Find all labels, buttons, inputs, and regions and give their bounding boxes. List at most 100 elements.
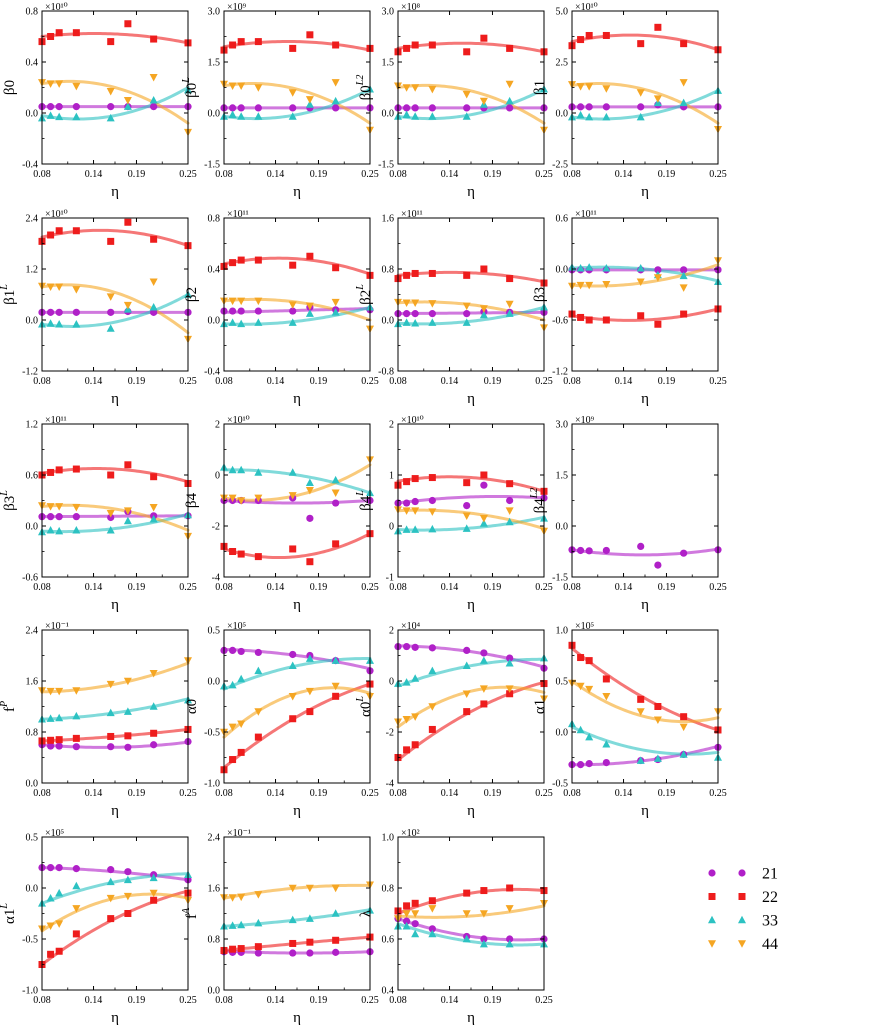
data-point-44 xyxy=(305,96,314,104)
data-point-21 xyxy=(654,561,662,569)
data-point-21 xyxy=(237,307,245,315)
data-point-44 xyxy=(254,891,263,899)
data-point-22 xyxy=(229,756,237,764)
data-point-44 xyxy=(331,489,340,498)
fit-curve-44 xyxy=(396,300,546,322)
legend-marker-44 xyxy=(738,940,746,948)
data-point-22 xyxy=(577,313,585,321)
fit-curve-21 xyxy=(396,917,546,942)
y-tick-label: 1.6 xyxy=(26,677,39,688)
y-axis-label-sup: P xyxy=(0,701,10,708)
fit-curve-44 xyxy=(222,686,372,739)
data-point-22 xyxy=(463,708,471,716)
data-point-22 xyxy=(411,899,419,907)
data-point-21 xyxy=(576,546,585,555)
x-tick-label: 0.14 xyxy=(615,376,633,387)
data-point-44 xyxy=(679,723,688,732)
data-point-44 xyxy=(462,91,471,99)
data-point-22 xyxy=(254,553,262,561)
data-point-21 xyxy=(637,103,645,111)
y-tick-label: 0.0 xyxy=(208,677,221,688)
y-tick-label: -1.2 xyxy=(22,367,38,378)
data-point-33 xyxy=(402,922,411,930)
fit-curve-22 xyxy=(396,887,546,915)
data-point-44 xyxy=(123,677,132,686)
x-axis-label: η xyxy=(641,391,649,407)
data-point-44 xyxy=(505,80,514,89)
exponent-label: ×10² xyxy=(401,828,420,839)
data-point-33 xyxy=(55,713,64,722)
x-axis-label: η xyxy=(467,803,475,819)
data-point-33 xyxy=(331,308,340,316)
y-tick-label: 0 xyxy=(389,677,394,688)
data-point-44 xyxy=(55,920,64,928)
exponent-label: ×10⁹ xyxy=(575,415,595,426)
data-point-21 xyxy=(72,743,80,751)
x-tick-label: 0.19 xyxy=(310,376,328,387)
data-point-44 xyxy=(123,892,132,901)
fit-curve-44 xyxy=(570,263,720,288)
fit-curve-33 xyxy=(222,468,372,495)
exponent-label: ×10¹¹ xyxy=(227,209,249,220)
fit-curve-44 xyxy=(222,463,372,502)
data-point-33 xyxy=(254,112,263,120)
data-point-44 xyxy=(428,703,437,711)
x-tick-label: 0.14 xyxy=(615,169,633,180)
data-point-22 xyxy=(229,259,237,267)
y-tick-label: 0.5 xyxy=(26,833,39,844)
data-point-33 xyxy=(331,475,340,484)
x-tick-label: 0.14 xyxy=(85,788,103,799)
data-point-44 xyxy=(55,80,64,88)
subplot-13: 0.08 0.14 0.19 0.25 0.0 0.8 1.6 2.4 ×10⁻¹ η fP xyxy=(0,621,197,819)
data-point-44 xyxy=(237,720,246,729)
data-point-22 xyxy=(237,256,245,264)
data-point-22 xyxy=(506,884,514,892)
data-point-33 xyxy=(288,318,297,326)
data-point-22 xyxy=(480,700,488,708)
y-tick-label: 0.4 xyxy=(208,265,221,276)
data-point-22 xyxy=(55,466,63,474)
data-point-33 xyxy=(505,309,514,317)
fit-curve-44 xyxy=(40,79,190,125)
y-tick-label: 0.5 xyxy=(208,626,221,637)
data-point-22 xyxy=(680,40,688,48)
y-tick-label: 0.0 xyxy=(26,884,39,895)
data-point-22 xyxy=(506,44,514,52)
data-point-21 xyxy=(55,864,63,872)
x-tick-label: 0.19 xyxy=(128,582,146,593)
data-point-22 xyxy=(107,237,115,245)
data-point-44 xyxy=(55,687,64,696)
data-point-44 xyxy=(123,96,132,105)
y-tick-label: -4 xyxy=(212,573,220,584)
data-point-22 xyxy=(55,29,63,37)
y-tick-label: 1.5 xyxy=(208,58,221,69)
fit-curve-33 xyxy=(570,725,720,756)
data-point-21 xyxy=(654,266,662,274)
data-point-21 xyxy=(680,549,688,557)
data-point-21 xyxy=(480,935,488,943)
data-point-22 xyxy=(480,34,488,42)
x-tick-label: 0.14 xyxy=(267,788,285,799)
y-tick-label: 0.0 xyxy=(556,522,569,533)
data-point-33 xyxy=(72,881,81,890)
subplot-18: 0.08 0.14 0.19 0.25 0.0 0.8 1.6 2.4 ×10⁻¹ η fA xyxy=(181,828,379,1026)
data-point-33 xyxy=(46,319,55,327)
data-point-33 xyxy=(679,750,688,758)
data-point-21 xyxy=(506,104,514,112)
data-point-44 xyxy=(106,509,115,518)
x-tick-label: 0.25 xyxy=(535,995,553,1006)
fit-curve-22 xyxy=(222,39,372,52)
y-axis-label: β2 xyxy=(184,287,200,302)
data-point-33 xyxy=(636,112,645,121)
data-point-22 xyxy=(506,690,514,698)
data-point-44 xyxy=(254,297,263,306)
data-point-44 xyxy=(228,723,237,732)
y-axis-label-main: β3 xyxy=(2,496,18,511)
x-tick-label: 0.25 xyxy=(709,376,727,387)
data-point-33 xyxy=(462,318,471,326)
data-point-22 xyxy=(229,945,237,953)
y-tick-label: 1.2 xyxy=(26,420,39,431)
data-point-33 xyxy=(305,100,314,108)
data-point-33 xyxy=(237,112,246,120)
